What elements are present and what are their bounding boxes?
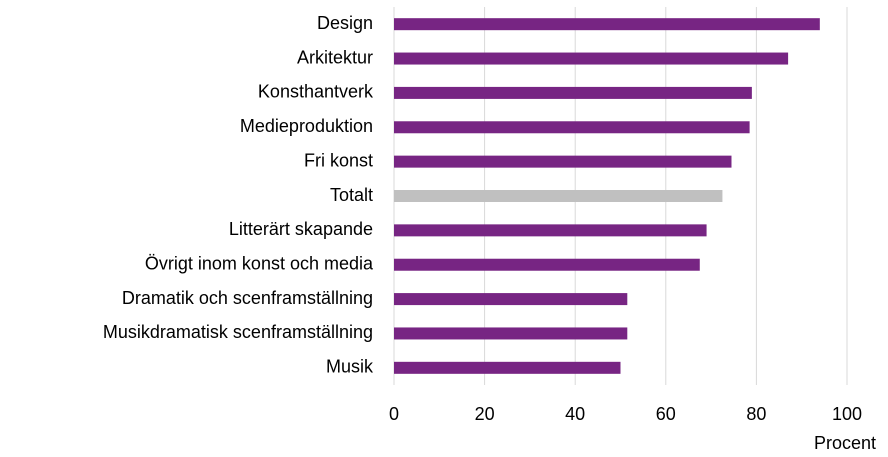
y-tick-label: Övrigt inom konst och media <box>145 253 374 273</box>
x-tick-label: 40 <box>565 404 585 424</box>
y-tick-label: Litterärt skapande <box>229 219 373 239</box>
bar <box>394 361 621 374</box>
x-tick-label: 60 <box>656 404 676 424</box>
x-tick-label: 20 <box>475 404 495 424</box>
bar <box>394 224 707 237</box>
y-tick-label: Medieproduktion <box>240 116 373 136</box>
y-tick-label: Konsthantverk <box>258 82 374 102</box>
bar <box>394 258 700 271</box>
bar <box>394 18 820 31</box>
y-tick-label: Musik <box>326 357 374 377</box>
bar <box>394 121 750 134</box>
bar <box>394 52 789 65</box>
y-tick-label: Dramatik och scenframställning <box>122 288 373 308</box>
y-tick-label: Arkitektur <box>297 47 373 67</box>
x-tick-label: 100 <box>832 404 862 424</box>
y-tick-label: Design <box>317 13 373 33</box>
y-tick-label: Totalt <box>330 185 373 205</box>
y-tick-label: Fri konst <box>304 150 373 170</box>
bar <box>394 293 628 306</box>
x-tick-label: 0 <box>389 404 399 424</box>
bar <box>394 327 628 340</box>
x-tick-label: 80 <box>746 404 766 424</box>
bar <box>394 86 752 99</box>
bar <box>394 190 723 202</box>
bar <box>394 155 732 168</box>
x-axis-label: Procent <box>814 433 876 453</box>
y-tick-label: Musikdramatisk scenframställning <box>103 322 373 342</box>
